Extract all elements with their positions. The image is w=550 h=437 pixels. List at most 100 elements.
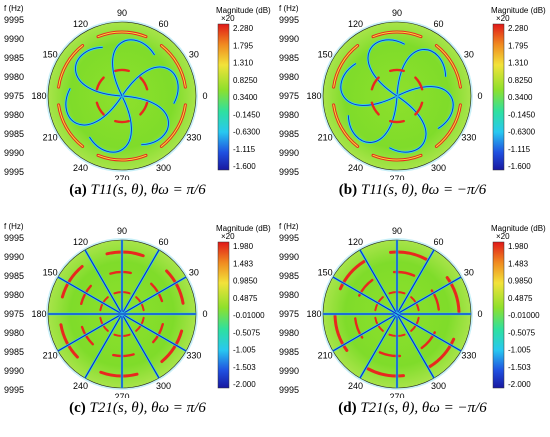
colorbar-tick-label: 0.8250 xyxy=(508,76,533,85)
colorbar-tick-label: 1.980 xyxy=(508,242,529,251)
colorbar-tick-label: 1.310 xyxy=(508,59,529,68)
angle-tick-label: 180 xyxy=(31,91,46,101)
petal xyxy=(366,38,406,98)
colorbar-tick-label: -1.005 xyxy=(233,346,256,355)
field-pattern xyxy=(48,240,196,388)
colorbar-tick-label: 1.795 xyxy=(508,41,529,50)
colorbar xyxy=(217,241,230,389)
petal xyxy=(64,87,124,127)
colorbar-title: Magnitude (dB) xyxy=(216,224,271,233)
y-tick-label: 9985 xyxy=(279,53,299,63)
caption-c: (c) T21(s, θ), θω = π/6 xyxy=(69,400,206,416)
y-tick-label: 9985 xyxy=(4,271,24,281)
colorbar-tick-label: 1.483 xyxy=(508,259,529,268)
y-tick-label: 9995 xyxy=(4,167,24,177)
y-tick-label: 9975 xyxy=(279,309,299,319)
y-tick-label: 9975 xyxy=(4,309,24,319)
angle-tick-label: 0 xyxy=(477,309,482,319)
angle-tick-label: 240 xyxy=(73,381,88,391)
inner-arc xyxy=(139,76,149,91)
figure-panel-b: f (Hz) 9995 9990 9985 9980 9975 9980 9985 9990 99… xyxy=(275,0,550,218)
petal xyxy=(74,46,123,98)
colorbar xyxy=(492,241,505,389)
y-tick-label: 9990 xyxy=(279,252,299,262)
y-tick-label: 9990 xyxy=(4,148,24,158)
inner-arc xyxy=(414,101,424,116)
angle-tick-label: 180 xyxy=(306,309,321,319)
colorbar-tick-label: 1.483 xyxy=(233,259,254,268)
polar-plot-b: f (Hz) 9995 9990 9985 9980 9975 9980 9985 9990 99… xyxy=(279,4,546,180)
yaxis-label: f (Hz) xyxy=(4,222,24,231)
angle-tick-label: 240 xyxy=(348,163,363,173)
angle-tick-label: 30 xyxy=(464,50,474,60)
inner-arc xyxy=(370,101,380,116)
petal xyxy=(120,65,180,105)
angle-tick-label: 270 xyxy=(114,174,129,180)
angle-tick-label: 120 xyxy=(73,237,88,247)
angle-tick-label: 210 xyxy=(318,351,333,361)
yaxis-label: f (Hz) xyxy=(279,4,299,13)
petal xyxy=(395,48,447,97)
mid-arc xyxy=(354,317,364,339)
angle-tick-label: 0 xyxy=(202,91,207,101)
angle-tick-label: 60 xyxy=(158,19,168,29)
angle-tick-label: 0 xyxy=(202,309,207,319)
angle-tick-label: 30 xyxy=(189,268,199,278)
colorbar-multiplier: ×20 xyxy=(496,14,510,23)
caption-a: (a) T11(s, θ), θω = π/6 xyxy=(69,182,206,198)
angle-tick-label: 240 xyxy=(73,163,88,173)
colorbar-tick-label: -0.5075 xyxy=(508,328,536,337)
petal xyxy=(396,85,455,130)
petal xyxy=(121,94,170,146)
outer-arc xyxy=(366,367,405,378)
y-tick-label: 9985 xyxy=(4,53,24,63)
inner-arc xyxy=(139,101,149,116)
inner-arc xyxy=(389,68,405,73)
y-tick-label: 9980 xyxy=(279,72,299,82)
inner-arc xyxy=(370,76,380,91)
angle-tick-label: 330 xyxy=(186,351,201,361)
yaxis-label: f (Hz) xyxy=(4,4,24,13)
angle-tick-label: 90 xyxy=(117,8,127,18)
outer-arc xyxy=(428,337,456,369)
angle-tick-label: 150 xyxy=(43,268,58,278)
angle-tick-label: 120 xyxy=(348,237,363,247)
angle-tick-label: 330 xyxy=(461,351,476,361)
polar-plot-d: f (Hz) 9995 9990 9985 9980 9975 9980 9985 9990 99… xyxy=(279,222,546,398)
y-tick-label: 9980 xyxy=(4,290,24,300)
colorbar-tick-label: 1.795 xyxy=(233,41,254,50)
y-tick-label: 9985 xyxy=(279,271,299,281)
outer-arc xyxy=(165,269,185,305)
colorbar-title: Magnitude (dB) xyxy=(216,6,271,15)
field-pattern xyxy=(332,30,462,162)
colorbar-tick-label: -1.503 xyxy=(508,363,531,372)
angle-tick-label: 180 xyxy=(31,309,46,319)
colorbar-tick-label: 0.4875 xyxy=(508,294,533,303)
outer-arc xyxy=(160,329,184,363)
petal xyxy=(388,94,428,154)
y-tick-label: 9995 xyxy=(279,167,299,177)
angle-tick-label: 0 xyxy=(477,91,482,101)
y-tick-label: 9995 xyxy=(279,385,299,395)
polar-plot-c: f (Hz) 9995 9990 9985 9980 9975 9980 9985 9990 99… xyxy=(4,222,271,398)
y-tick-label: 9980 xyxy=(4,328,24,338)
angle-tick-label: 330 xyxy=(461,133,476,143)
mid-arc xyxy=(392,270,416,277)
colorbar-tick-label: -0.6300 xyxy=(233,128,261,137)
y-tick-label: 9985 xyxy=(4,347,24,357)
inner-arc xyxy=(389,119,405,124)
outer-arc xyxy=(105,250,145,258)
angle-tick-label: 210 xyxy=(43,351,58,361)
colorbar-tick-label: 0.3400 xyxy=(233,93,258,102)
colorbar-multiplier: ×20 xyxy=(221,232,235,241)
angle-tick-label: 270 xyxy=(389,174,404,180)
colorbar-tick-label: -0.6300 xyxy=(508,128,536,137)
inner-arc xyxy=(95,76,105,91)
y-tick-label: 9995 xyxy=(4,233,24,243)
colorbar-tick-label: 1.310 xyxy=(233,59,254,68)
y-tick-label: 9990 xyxy=(4,34,24,44)
yaxis-label: f (Hz) xyxy=(279,222,299,231)
angle-tick-label: 30 xyxy=(189,50,199,60)
colorbar-tick-label: -1.600 xyxy=(508,162,531,171)
field-pattern xyxy=(57,30,187,162)
